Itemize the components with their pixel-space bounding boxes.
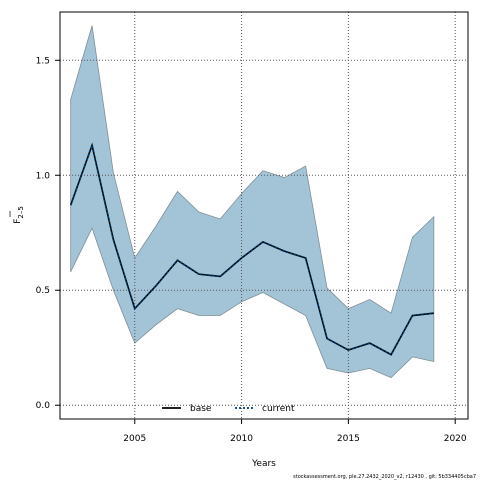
axes: 2005 2010 2015 2020 0.0 0.5 1.0 1.5 (36, 56, 467, 444)
x-axis-title: Years (251, 459, 276, 469)
y-tick-label-1.0: 1.0 (36, 171, 51, 181)
x-tick-label-2020: 2020 (444, 434, 467, 444)
legend-label-current: current (262, 404, 295, 414)
x-tick-label-2015: 2015 (337, 434, 360, 444)
legend-label-base: base (190, 404, 212, 414)
svg-text:F2–5: F2–5 (13, 206, 25, 224)
y-axis-title-sub: 2–5 (17, 206, 25, 218)
footnote: stockassessment.org, ple.27.2432_2020_v2… (293, 474, 476, 480)
series-group (69, 142, 434, 356)
x-tick-label-2010: 2010 (230, 434, 253, 444)
series-line-current (69, 142, 434, 356)
confidence-band (70, 25, 435, 379)
plot-area (70, 25, 435, 379)
y-axis-title-main: F (13, 219, 23, 224)
y-axis-title: F2–5 (9, 206, 25, 224)
grid (60, 12, 468, 419)
y-tick-label-0.0: 0.0 (36, 401, 51, 411)
x-tick-label-2005: 2005 (123, 434, 146, 444)
legend: base current (162, 404, 295, 414)
y-tick-label-1.5: 1.5 (36, 56, 50, 66)
y-tick-label-0.5: 0.5 (36, 286, 50, 296)
plot-frame (59, 11, 469, 420)
